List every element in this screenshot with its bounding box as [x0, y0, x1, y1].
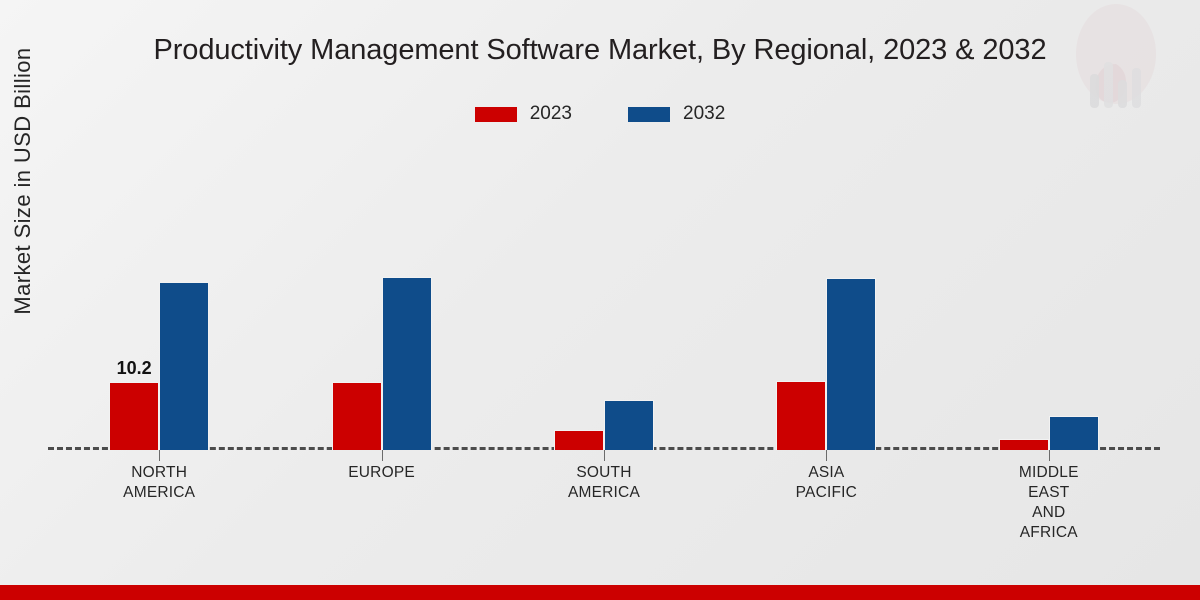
bar-group-asia-pacific: ASIA PACIFIC: [715, 150, 937, 501]
x-axis-tick: [381, 450, 383, 461]
x-axis-tick: [826, 450, 828, 461]
category-label-south-america: SOUTH AMERICA: [567, 464, 640, 501]
bar-2023[interactable]: [998, 439, 1049, 450]
category-label-north-america: NORTH AMERICA: [123, 464, 196, 501]
bar-2023[interactable]: [553, 430, 604, 450]
bar-group-south-america: SOUTH AMERICA: [493, 150, 715, 501]
bar-2032[interactable]: [826, 278, 877, 450]
bar-pair: [331, 277, 432, 450]
bar-2032[interactable]: [159, 282, 210, 450]
legend-swatch-2032: [628, 106, 670, 122]
bar-pair: [998, 416, 1099, 450]
bar-2032[interactable]: [603, 400, 654, 450]
legend-item-2023[interactable]: 2023: [474, 103, 572, 125]
bar-2023[interactable]: 10.2: [109, 358, 160, 450]
bar-pair: [776, 278, 877, 450]
legend-item-2032[interactable]: 2032: [628, 103, 725, 125]
x-axis-tick: [159, 450, 161, 461]
x-axis-tick: [603, 450, 605, 461]
legend-label-2023: 2023: [529, 103, 572, 124]
chart-title: Productivity Management Software Market,…: [153, 34, 1047, 66]
bar-2023[interactable]: [331, 382, 382, 450]
chart-legend: 2023 2032: [0, 103, 1200, 125]
category-label-middle-east-and-africa: MIDDLE EAST AND AFRICA: [1018, 464, 1079, 541]
plot-area: 10.2 NORTH AMERICA EUROPE: [48, 150, 1160, 541]
bar-2032[interactable]: [1048, 416, 1099, 450]
legend-label-2032: 2032: [683, 103, 726, 124]
x-axis-tick: [1048, 450, 1050, 461]
bar-pair: [553, 400, 654, 450]
category-label-europe: EUROPE: [348, 464, 415, 481]
bar-pair: 10.2: [109, 282, 210, 450]
category-label-asia-pacific: ASIA PACIFIC: [795, 464, 858, 501]
y-axis-title: Market Size in USD Billion: [10, 47, 35, 315]
legend-swatch-2023: [474, 106, 517, 122]
bar-group-europe: EUROPE: [270, 150, 492, 481]
bar-group-middle-east-and-africa: MIDDLE EAST AND AFRICA: [938, 150, 1160, 541]
bar-2023[interactable]: [776, 381, 827, 450]
bar-group-north-america: 10.2 NORTH AMERICA: [48, 150, 270, 501]
bar-2032[interactable]: [381, 277, 432, 450]
footer-accent-bar: [0, 585, 1200, 600]
bar-value-label: 10.2: [116, 358, 152, 378]
